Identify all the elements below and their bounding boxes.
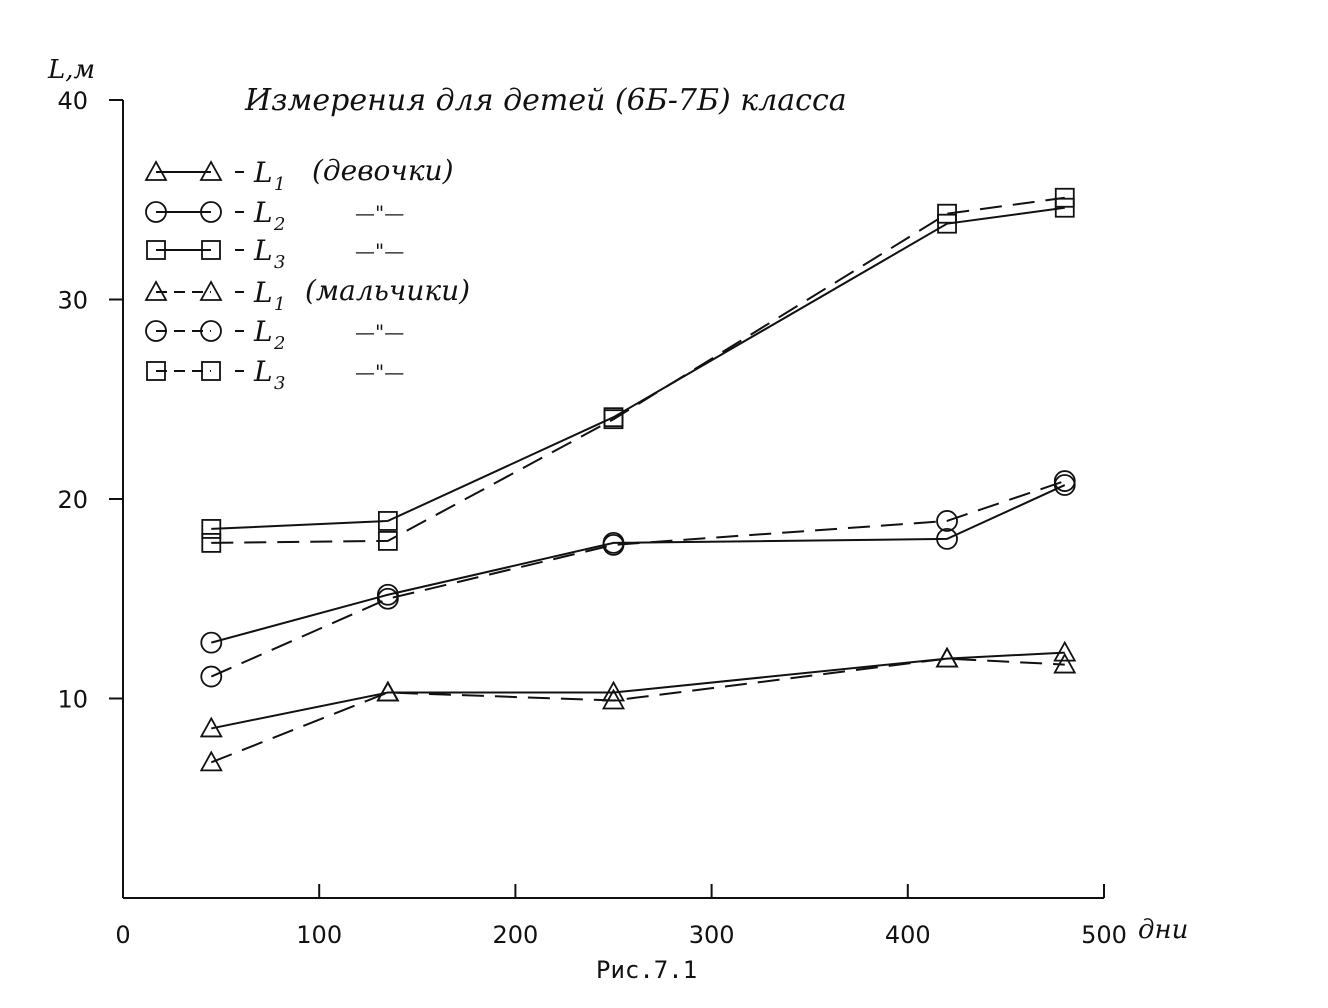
legend-subscript: 2 <box>273 333 285 354</box>
square-marker <box>201 532 222 553</box>
triangle-marker <box>601 688 626 710</box>
legend-entry: L 2 —"— <box>145 315 404 354</box>
legend-entry: L 1 (девочки) <box>144 154 454 195</box>
square-marker <box>377 530 398 551</box>
legend-subscript: 3 <box>274 252 285 273</box>
series-line <box>211 651 1065 730</box>
legend-square-marker <box>146 240 166 260</box>
legend-circle-marker <box>200 201 222 223</box>
legend-circle-marker <box>145 201 167 223</box>
series-6 <box>201 187 1075 553</box>
square-marker <box>937 203 957 224</box>
legend-note: —"— <box>355 239 404 263</box>
circle-marker <box>200 631 223 654</box>
legend-square-marker <box>201 240 221 260</box>
series-line <box>211 206 1065 530</box>
legend-entry: L 3 —"— <box>146 355 404 394</box>
triangle-marker <box>1053 640 1077 662</box>
square-marker <box>1054 187 1075 208</box>
legend-entry: L 2 —"— <box>145 196 404 235</box>
legend-square-marker <box>201 361 221 381</box>
circle-marker <box>376 587 399 610</box>
series-line <box>211 484 1066 644</box>
legend-triangle-marker <box>199 160 223 181</box>
legend-triangle-marker <box>144 280 168 301</box>
series-4 <box>199 646 1077 772</box>
square-marker <box>603 409 624 430</box>
legend-subscript: 2 <box>273 214 285 235</box>
circle-marker <box>200 665 223 688</box>
legend-note: —"— <box>355 320 404 344</box>
series-5 <box>200 470 1076 688</box>
triangle-marker <box>199 750 223 772</box>
x-tick-label: 300 <box>689 921 735 949</box>
y-tick-label: 30 <box>57 287 88 315</box>
triangle-marker <box>199 716 223 738</box>
legend-note: —"— <box>355 201 404 225</box>
legend-note: (мальчики) <box>305 274 470 307</box>
legend-subscript: 1 <box>274 174 285 195</box>
legend-letter: L <box>253 196 273 229</box>
y-tick-label: 20 <box>57 486 88 514</box>
figure-caption: Рис.7.1 <box>596 956 697 984</box>
legend-letter: L <box>253 276 273 309</box>
chart-title: Измерения для детей (6Б-7Б) класса <box>244 83 847 118</box>
series-layer <box>199 187 1077 772</box>
series-line <box>210 657 1065 764</box>
y-tick-label: 40 <box>57 87 88 115</box>
legend-letter: L <box>253 315 273 348</box>
series-line <box>210 480 1066 678</box>
series-2 <box>200 474 1076 654</box>
x-tick-label: 500 <box>1081 921 1127 949</box>
square-marker <box>377 511 398 531</box>
series-1 <box>199 640 1077 738</box>
square-marker <box>937 213 957 234</box>
legend-subscript: 3 <box>274 373 285 394</box>
legend-triangle-marker <box>199 280 223 301</box>
x-tick-label: 200 <box>492 921 538 949</box>
circle-marker <box>936 528 958 550</box>
x-tick-label: 400 <box>885 921 931 949</box>
series-3 <box>201 197 1075 539</box>
legend-entry: L 3 —"— <box>146 234 404 273</box>
series-line <box>211 196 1065 544</box>
x-axis-label: дни <box>1138 915 1188 945</box>
y-tick-label: 10 <box>57 686 88 714</box>
legend-subscript: 1 <box>274 294 285 315</box>
legend-note: (девочки) <box>312 154 454 187</box>
y-axis-label: L,м <box>47 55 95 85</box>
legend-circle-marker <box>145 320 167 342</box>
square-marker <box>201 519 222 539</box>
triangle-marker <box>935 646 959 668</box>
legend-letter: L <box>253 355 273 388</box>
legend: L 1 (девочки)L 2 —"—L 3 —"—L 1 (мальчики)L 2 —"—L 3… <box>144 154 470 394</box>
circle-marker <box>602 533 625 556</box>
legend-triangle-marker <box>144 160 168 181</box>
circle-marker <box>1053 470 1076 492</box>
legend-letter: L <box>253 234 273 267</box>
legend-square-marker <box>146 361 166 381</box>
x-tick-label: 0 <box>115 921 130 949</box>
circle-marker <box>936 510 958 532</box>
legend-circle-marker <box>200 320 222 342</box>
triangle-marker <box>1053 652 1077 674</box>
axes: 0 100 200 300 400 500 10 20 30 40 <box>57 87 1126 949</box>
legend-entry: L 1 (мальчики) <box>144 274 470 315</box>
x-tick-label: 100 <box>296 921 342 949</box>
legend-letter: L <box>253 156 273 189</box>
legend-note: —"— <box>355 360 404 384</box>
triangle-marker <box>376 680 400 702</box>
